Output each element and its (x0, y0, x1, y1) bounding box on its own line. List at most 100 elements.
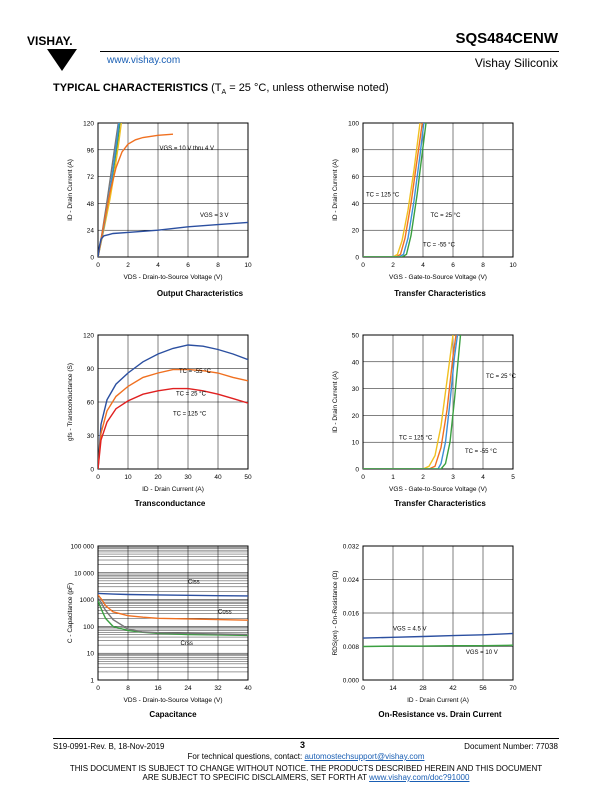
x-tick-label: 40 (244, 685, 252, 692)
chart-transfer-1: 0 2 4 6 8 10 0 20 40 60 80 100 VGS - Gate-to-Source … (325, 115, 545, 285)
chart-annotation: VGS = 10 V thru 4 V (160, 146, 215, 152)
x-tick-label: 10 (244, 262, 252, 269)
footer-revision: S19-0991-Rev. B, 18-Nov-2019 (53, 742, 165, 751)
y-tick-label: 0.016 (343, 611, 360, 618)
chart-annotation: TC = 125 °C (173, 411, 207, 417)
series-line (98, 592, 248, 597)
x-tick-label: 10 (124, 474, 132, 481)
series-line (98, 133, 174, 257)
series-line (98, 387, 248, 469)
footer-page-number: 3 (300, 740, 306, 750)
y-tick-label: 20 (352, 228, 360, 235)
y-tick-label: 0.000 (343, 678, 360, 685)
x-tick-label: 50 (244, 474, 252, 481)
series-line (363, 123, 427, 257)
series-line (363, 632, 513, 639)
footer-contact-email-link[interactable]: automostechsupport@vishay.com (304, 752, 425, 761)
footer-doc-number: Document Number: 77038 (464, 742, 558, 751)
x-tick-label: 28 (419, 685, 427, 692)
y-axis-label: ID - Drain Current (A) (332, 159, 339, 221)
plot-frame (97, 545, 249, 681)
y-tick-label: 1000 (80, 597, 95, 604)
y-tick-label: 60 (87, 400, 95, 407)
x-axis-label: ID - Drain Current (A) (407, 697, 469, 704)
series-line (363, 335, 457, 469)
y-tick-label: 120 (83, 121, 94, 128)
x-tick-label: 0 (96, 474, 100, 481)
chart-annotation: Crss (181, 641, 193, 647)
plot-frame (97, 122, 249, 258)
series-line (363, 335, 459, 469)
footer-disclaimer-line2: ARE SUBJECT TO SPECIFIC DISCLAIMERS, SET… (142, 773, 470, 782)
series-line (363, 335, 462, 469)
chart-on-resistance: 0 14 28 42 56 70 0.000 0.008 0.016 0.024 0.032 ID -… (325, 538, 545, 708)
x-tick-label: 4 (421, 262, 425, 269)
chart-output: 0 2 4 6 8 10 0 24 48 72 96 120 VDS - Drain-to-Source… (60, 115, 280, 285)
chart-annotation: TC = 25 °C (176, 391, 207, 397)
y-tick-label: 72 (87, 174, 95, 181)
chart-annotation: VGS = 10 V (466, 650, 498, 656)
y-tick-label: 60 (352, 174, 360, 181)
footer-disclaimer-line1: THIS DOCUMENT IS SUBJECT TO CHANGE WITHO… (69, 764, 543, 773)
section-title: TYPICAL CHARACTERISTICS (TA = 25 °C, unl… (53, 82, 389, 96)
x-tick-label: 8 (481, 262, 485, 269)
chart-annotation: VGS = 3 V (200, 213, 229, 219)
x-axis-label: VGS - Gate-to-Source Voltage (V) (389, 486, 487, 493)
part-number: SQS484CENW (455, 30, 558, 47)
section-condition: (TA = 25 °C, unless otherwise noted) (211, 82, 389, 97)
y-tick-label: 100 (83, 624, 94, 631)
chart-annotation: Ciss (188, 579, 200, 585)
x-tick-label: 1 (391, 474, 395, 481)
chart-annotation: VGS = 4.5 V (393, 627, 427, 633)
y-tick-label: 90 (87, 366, 95, 373)
series-line (98, 368, 248, 469)
chart-annotation: TC = 125 °C (399, 436, 433, 442)
x-axis-label: VGS - Gate-to-Source Voltage (V) (389, 274, 487, 281)
series-line (98, 221, 248, 257)
header-url-link[interactable]: www.vishay.com (107, 55, 181, 66)
x-tick-label: 10 (509, 262, 517, 269)
y-tick-label: 120 (83, 333, 94, 340)
x-tick-label: 2 (126, 262, 130, 269)
x-axis-label: VDS - Drain-to-Source Voltage (V) (124, 697, 223, 704)
chart-transconductance-title: Transconductance (134, 499, 206, 508)
y-tick-label: 10 000 (74, 570, 94, 577)
x-tick-label: 0 (96, 685, 100, 692)
chart-on-resistance-title: On-Resistance vs. Drain Current (378, 710, 502, 719)
y-tick-label: 30 (87, 433, 95, 440)
chart-transfer-2-title: Transfer Characteristics (394, 499, 486, 508)
y-tick-label: 40 (352, 201, 360, 208)
y-axis-label: ID - Drain Current (A) (332, 371, 339, 433)
series-line (98, 344, 248, 469)
x-tick-label: 32 (214, 685, 222, 692)
footer-disclaimer: THIS DOCUMENT IS SUBJECT TO CHANGE WITHO… (0, 764, 612, 782)
y-tick-label: 20 (352, 413, 360, 420)
x-tick-label: 2 (421, 474, 425, 481)
y-tick-label: 80 (352, 147, 360, 154)
x-tick-label: 6 (186, 262, 190, 269)
series-line (363, 123, 421, 257)
y-tick-label: 30 (352, 386, 360, 393)
x-axis-label: VDS - Drain-to-Source Voltage (V) (124, 274, 223, 281)
plot-frame (362, 334, 514, 470)
y-tick-label: 40 (352, 359, 360, 366)
y-tick-label: 1 (90, 678, 94, 685)
x-tick-label: 4 (156, 262, 160, 269)
x-tick-label: 24 (184, 685, 192, 692)
y-tick-label: 100 (348, 121, 359, 128)
series-line (363, 335, 454, 469)
chart-annotation: Coss (218, 610, 232, 616)
chart-annotation: TC = -55 °C (423, 242, 456, 248)
footer-rule (53, 738, 559, 739)
chart-annotation: TC = -55 °C (465, 449, 498, 455)
y-tick-label: 0 (355, 467, 359, 474)
series-line (363, 644, 513, 648)
series-line (98, 594, 248, 621)
x-tick-label: 70 (509, 685, 517, 692)
x-tick-label: 6 (451, 262, 455, 269)
footer-disclaimer-link[interactable]: www.vishay.com/doc?91000 (369, 773, 470, 782)
x-tick-label: 20 (154, 474, 162, 481)
x-tick-label: 5 (511, 474, 515, 481)
x-tick-label: 56 (479, 685, 487, 692)
y-axis-label: gfs - Transconductance (S) (67, 363, 74, 441)
